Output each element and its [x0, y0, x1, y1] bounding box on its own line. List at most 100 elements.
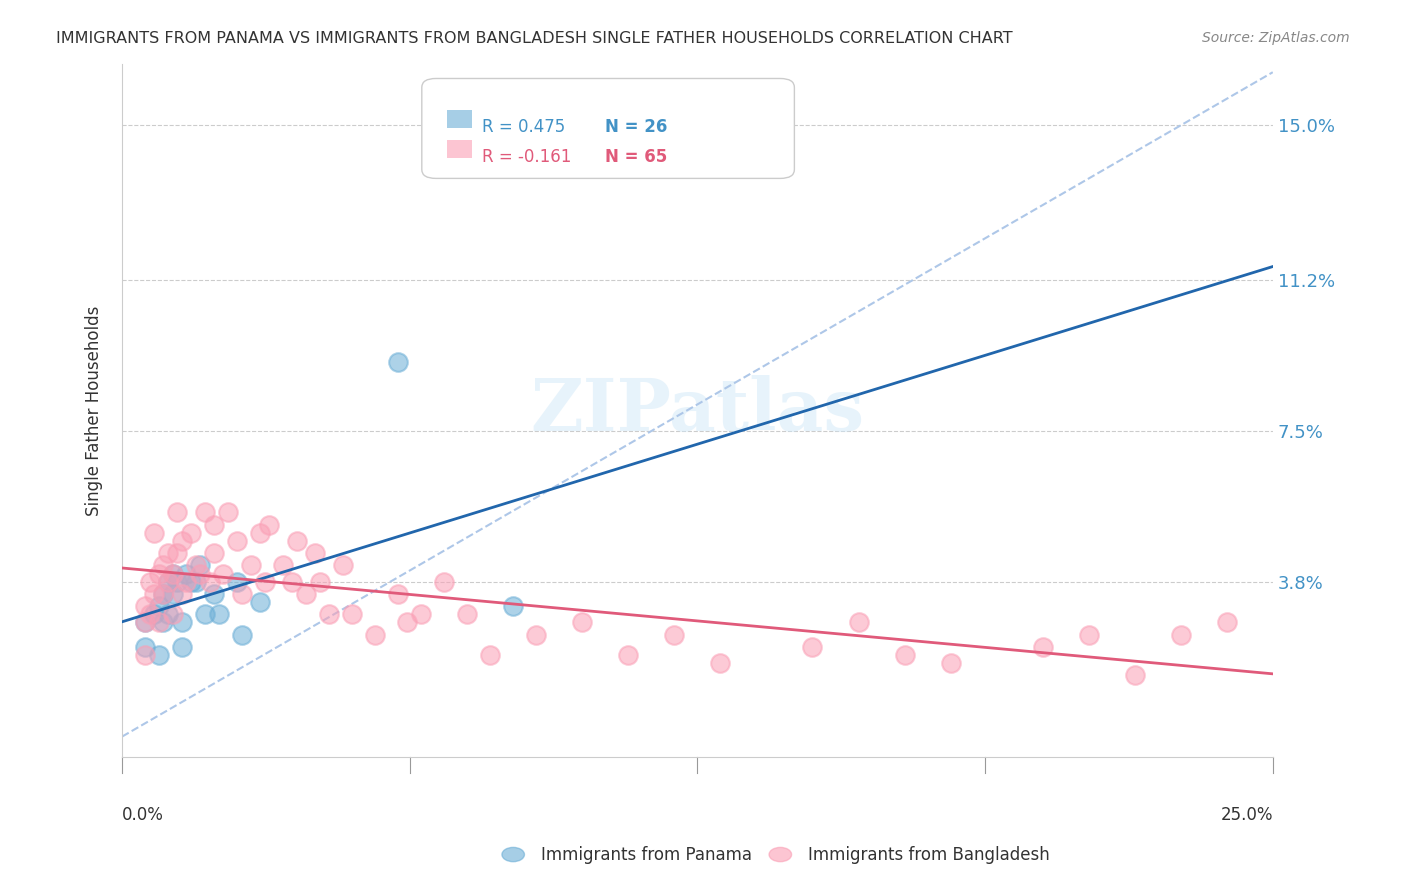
Point [309, 574, 332, 589]
Text: 0.0%: 0.0% [122, 805, 165, 824]
Text: Immigrants from Bangladesh: Immigrants from Bangladesh [808, 846, 1050, 863]
Point [157, 546, 180, 560]
Point [184, 558, 207, 573]
Point [170, 533, 193, 548]
Point [340, 607, 363, 622]
Point [176, 574, 198, 589]
Point [166, 546, 188, 560]
Point [166, 574, 188, 589]
Point [148, 599, 170, 614]
Point [502, 599, 524, 614]
Point [157, 574, 180, 589]
Point [387, 587, 409, 601]
Point [157, 574, 180, 589]
Point [387, 354, 409, 368]
Point [456, 607, 478, 622]
Point [1216, 615, 1239, 630]
Text: N = 26: N = 26 [605, 118, 666, 136]
Point [162, 607, 184, 622]
Point [176, 566, 198, 581]
Text: N = 65: N = 65 [605, 148, 666, 166]
Point [162, 566, 184, 581]
Point [285, 533, 308, 548]
Point [271, 558, 294, 573]
Point [148, 648, 170, 662]
Point [479, 648, 502, 662]
Point [134, 648, 156, 662]
Point [239, 558, 262, 573]
Point [152, 587, 174, 601]
Point [411, 607, 433, 622]
Point [212, 566, 235, 581]
Point [162, 587, 184, 601]
Point [848, 615, 870, 630]
Point [198, 574, 221, 589]
Text: Immigrants from Panama: Immigrants from Panama [541, 846, 752, 863]
Point [138, 574, 160, 589]
Point [709, 657, 731, 671]
Point [664, 628, 686, 642]
Point [318, 607, 340, 622]
Point [295, 587, 318, 601]
Point [134, 640, 156, 654]
Point [332, 558, 354, 573]
Point [893, 648, 915, 662]
Point [396, 615, 419, 630]
Point [166, 505, 188, 519]
Point [259, 517, 281, 532]
Point [188, 558, 211, 573]
Point [249, 595, 271, 609]
Point [157, 607, 180, 622]
Point [801, 640, 824, 654]
Point [617, 648, 640, 662]
Text: IMMIGRANTS FROM PANAMA VS IMMIGRANTS FROM BANGLADESH SINGLE FATHER HOUSEHOLDS CO: IMMIGRANTS FROM PANAMA VS IMMIGRANTS FRO… [56, 31, 1012, 46]
Point [1077, 628, 1099, 642]
Point [231, 587, 253, 601]
Point [939, 657, 962, 671]
Point [433, 574, 456, 589]
Point [194, 607, 217, 622]
Point [152, 558, 174, 573]
Point [184, 574, 207, 589]
Text: ZIPatlas: ZIPatlas [530, 375, 865, 446]
Point [138, 607, 160, 622]
Point [226, 574, 249, 589]
Point [143, 525, 166, 540]
Point [524, 628, 547, 642]
Point [208, 607, 231, 622]
Point [226, 533, 249, 548]
Point [162, 566, 184, 581]
Point [170, 615, 193, 630]
Text: R = -0.161: R = -0.161 [482, 148, 572, 166]
Point [143, 587, 166, 601]
Point [194, 505, 217, 519]
Point [202, 587, 225, 601]
Point [217, 505, 239, 519]
Point [231, 628, 253, 642]
Text: Source: ZipAtlas.com: Source: ZipAtlas.com [1202, 31, 1350, 45]
Y-axis label: Single Father Households: Single Father Households [86, 305, 103, 516]
Point [180, 574, 202, 589]
Point [202, 546, 225, 560]
Point [202, 517, 225, 532]
Point [148, 615, 170, 630]
Point [304, 546, 326, 560]
Point [364, 628, 387, 642]
Point [571, 615, 593, 630]
Point [152, 615, 174, 630]
Point [249, 525, 271, 540]
Point [281, 574, 304, 589]
Point [134, 615, 156, 630]
Point [170, 640, 193, 654]
Point [1170, 628, 1192, 642]
Point [143, 607, 166, 622]
Point [188, 566, 211, 581]
Point [1032, 640, 1054, 654]
Text: 25.0%: 25.0% [1220, 805, 1272, 824]
Point [180, 525, 202, 540]
Point [134, 615, 156, 630]
Point [148, 566, 170, 581]
Point [134, 599, 156, 614]
Point [152, 587, 174, 601]
Point [1123, 668, 1146, 682]
